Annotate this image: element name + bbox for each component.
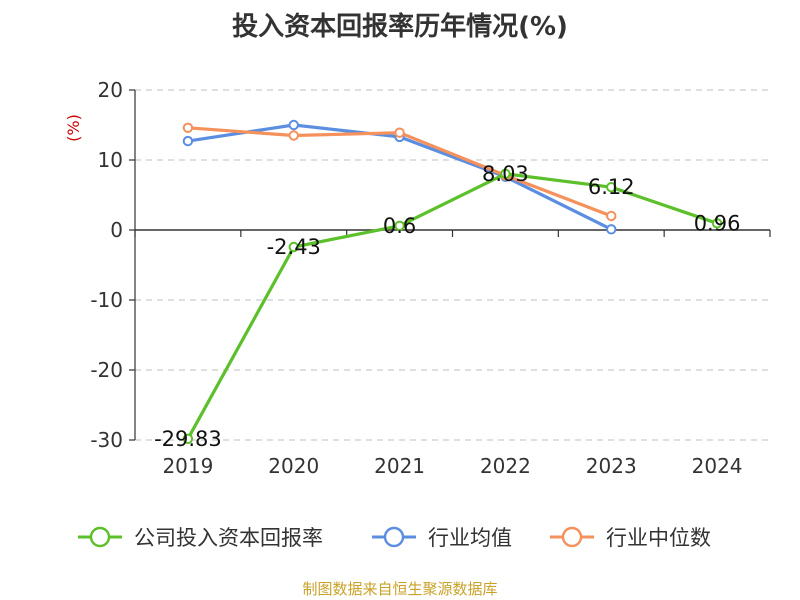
data-point [288,130,299,141]
y-tick-label: 10 [98,148,123,172]
legend-label: 行业中位数 [606,526,711,550]
legend-item-1[interactable]: 行业均值 [372,526,512,550]
data-point [606,224,617,235]
data-point [606,181,617,193]
data-point [182,433,194,445]
y-axis-unit: (%) [64,114,83,142]
data-point [394,220,405,232]
y-tick-label: -20 [90,358,123,382]
data-labels: -29.83 -2.43 0.6 8.03 6.12 0.96 [154,162,740,451]
x-tick-label: 2022 [480,454,531,478]
legend-marker [383,526,405,548]
y-tick-label: 0 [110,218,123,242]
data-label: 6.12 [588,175,635,199]
series-line-0 [186,172,718,440]
y-tick-label: -10 [90,288,123,312]
legend-marker [89,526,111,548]
data-point [711,218,723,229]
data-point [288,119,299,131]
data-label: 0.6 [383,214,416,238]
data-label: 8.03 [482,162,529,186]
legend-label: 公司投入资本回报率 [134,526,323,550]
axes: 20 10 0 -10 -20 -30 2019 2020 2021 2022 2023 2024 (%… [64,78,771,478]
data-point [182,135,194,147]
data-point [394,127,405,138]
data-label: -29.83 [154,427,222,451]
x-tick-label: 2024 [692,454,743,478]
series-lines [182,119,723,445]
legend-item-0[interactable]: 公司投入资本回报率 [78,526,323,550]
legend-item-2[interactable]: 行业中位数 [550,526,711,550]
x-tick-label: 2019 [162,454,213,478]
x-tick-label: 2021 [374,454,425,478]
data-point [606,210,617,222]
y-tick-label: -30 [90,428,123,452]
data-label: 0.96 [694,211,741,235]
y-tick-label: 20 [98,78,123,102]
chart-title: 投入资本回报率历年情况(%) [232,12,568,42]
legend[interactable]: 公司投入资本回报率 行业均值 行业中位数 [78,526,711,550]
data-point [288,241,299,253]
data-point [182,122,194,134]
source-note: 制图数据来自恒生聚源数据库 [302,580,498,598]
data-label: -2.43 [267,235,321,259]
x-tick-label: 2023 [586,454,637,478]
legend-marker [561,526,583,548]
grid-lines [135,89,770,441]
legend-label: 行业均值 [428,526,512,550]
x-tick-label: 2020 [268,454,319,478]
data-point [500,168,511,179]
